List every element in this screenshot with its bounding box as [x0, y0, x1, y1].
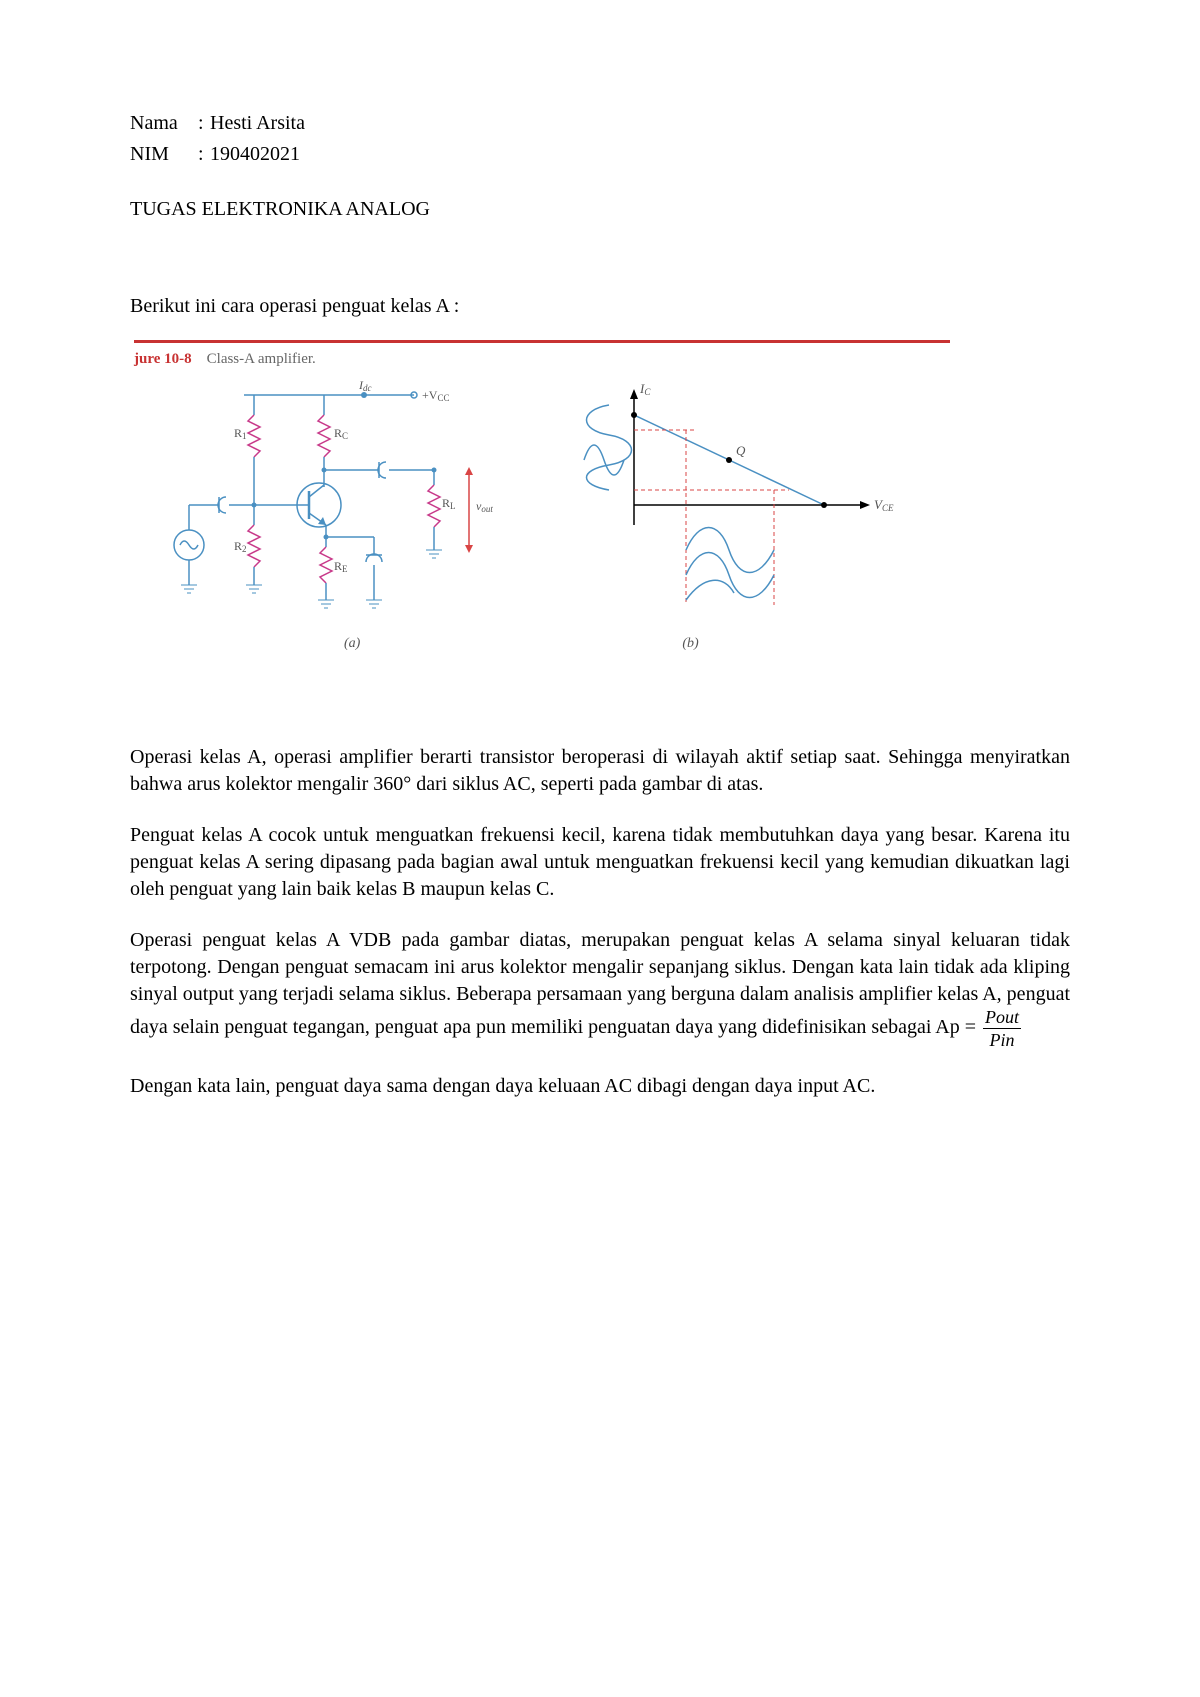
svg-text:+VCC: +VCC: [422, 388, 449, 403]
subfigure-b-label: (b): [682, 635, 698, 654]
nim-value: 190402021: [210, 141, 300, 168]
fraction-numerator: Pout: [983, 1008, 1021, 1029]
colon: :: [198, 110, 210, 137]
nim-label: NIM: [130, 141, 198, 168]
colon: :: [198, 141, 210, 168]
svg-text:IC: IC: [639, 381, 651, 397]
figure-caption-text: Class-A amplifier.: [207, 351, 316, 367]
page-title: TUGAS ELEKTRONIKA ANALOG: [130, 196, 1070, 223]
intro-text: Berikut ini cara operasi penguat kelas A…: [130, 293, 1070, 320]
svg-text:RE: RE: [334, 559, 348, 574]
loadline-graph: IC VCE Q: [574, 375, 904, 635]
figure: jure 10-8 Class-A amplifier. Idc +VCC: [134, 340, 950, 654]
paragraph-1: Operasi kelas A, operasi amplifier berar…: [130, 744, 1070, 798]
paragraph-3: Operasi penguat kelas A VDB pada gambar …: [130, 927, 1070, 1049]
circuit-diagram: Idc +VCC R1 RC: [134, 375, 534, 635]
fraction-denominator: Pin: [983, 1029, 1021, 1049]
subfigure-a-label: (a): [344, 635, 360, 654]
fraction: Pout Pin: [983, 1008, 1021, 1049]
name-label: Nama: [130, 110, 198, 137]
nim-row: NIM : 190402021: [130, 141, 1070, 168]
svg-text:RC: RC: [334, 426, 348, 441]
name-value: Hesti Arsita: [210, 110, 305, 137]
svg-text:R2: R2: [234, 539, 247, 554]
name-row: Nama : Hesti Arsita: [130, 110, 1070, 137]
svg-text:vout: vout: [476, 499, 493, 514]
paragraph-3-text: Operasi penguat kelas A VDB pada gambar …: [130, 929, 1070, 1038]
diagram-row: Idc +VCC R1 RC: [134, 375, 950, 635]
paragraph-4: Dengan kata lain, penguat daya sama deng…: [130, 1073, 1070, 1100]
figure-caption: jure 10-8 Class-A amplifier.: [134, 349, 950, 369]
subfigure-labels: (a) (b): [134, 635, 950, 654]
svg-text:Q: Q: [736, 443, 746, 458]
svg-text:Idc: Idc: [358, 378, 372, 393]
svg-text:RL: RL: [442, 496, 456, 511]
paragraph-2: Penguat kelas A cocok untuk menguatkan f…: [130, 822, 1070, 903]
figure-number: jure 10-8: [134, 351, 192, 367]
svg-text:R1: R1: [234, 426, 247, 441]
svg-text:VCE: VCE: [874, 497, 894, 513]
